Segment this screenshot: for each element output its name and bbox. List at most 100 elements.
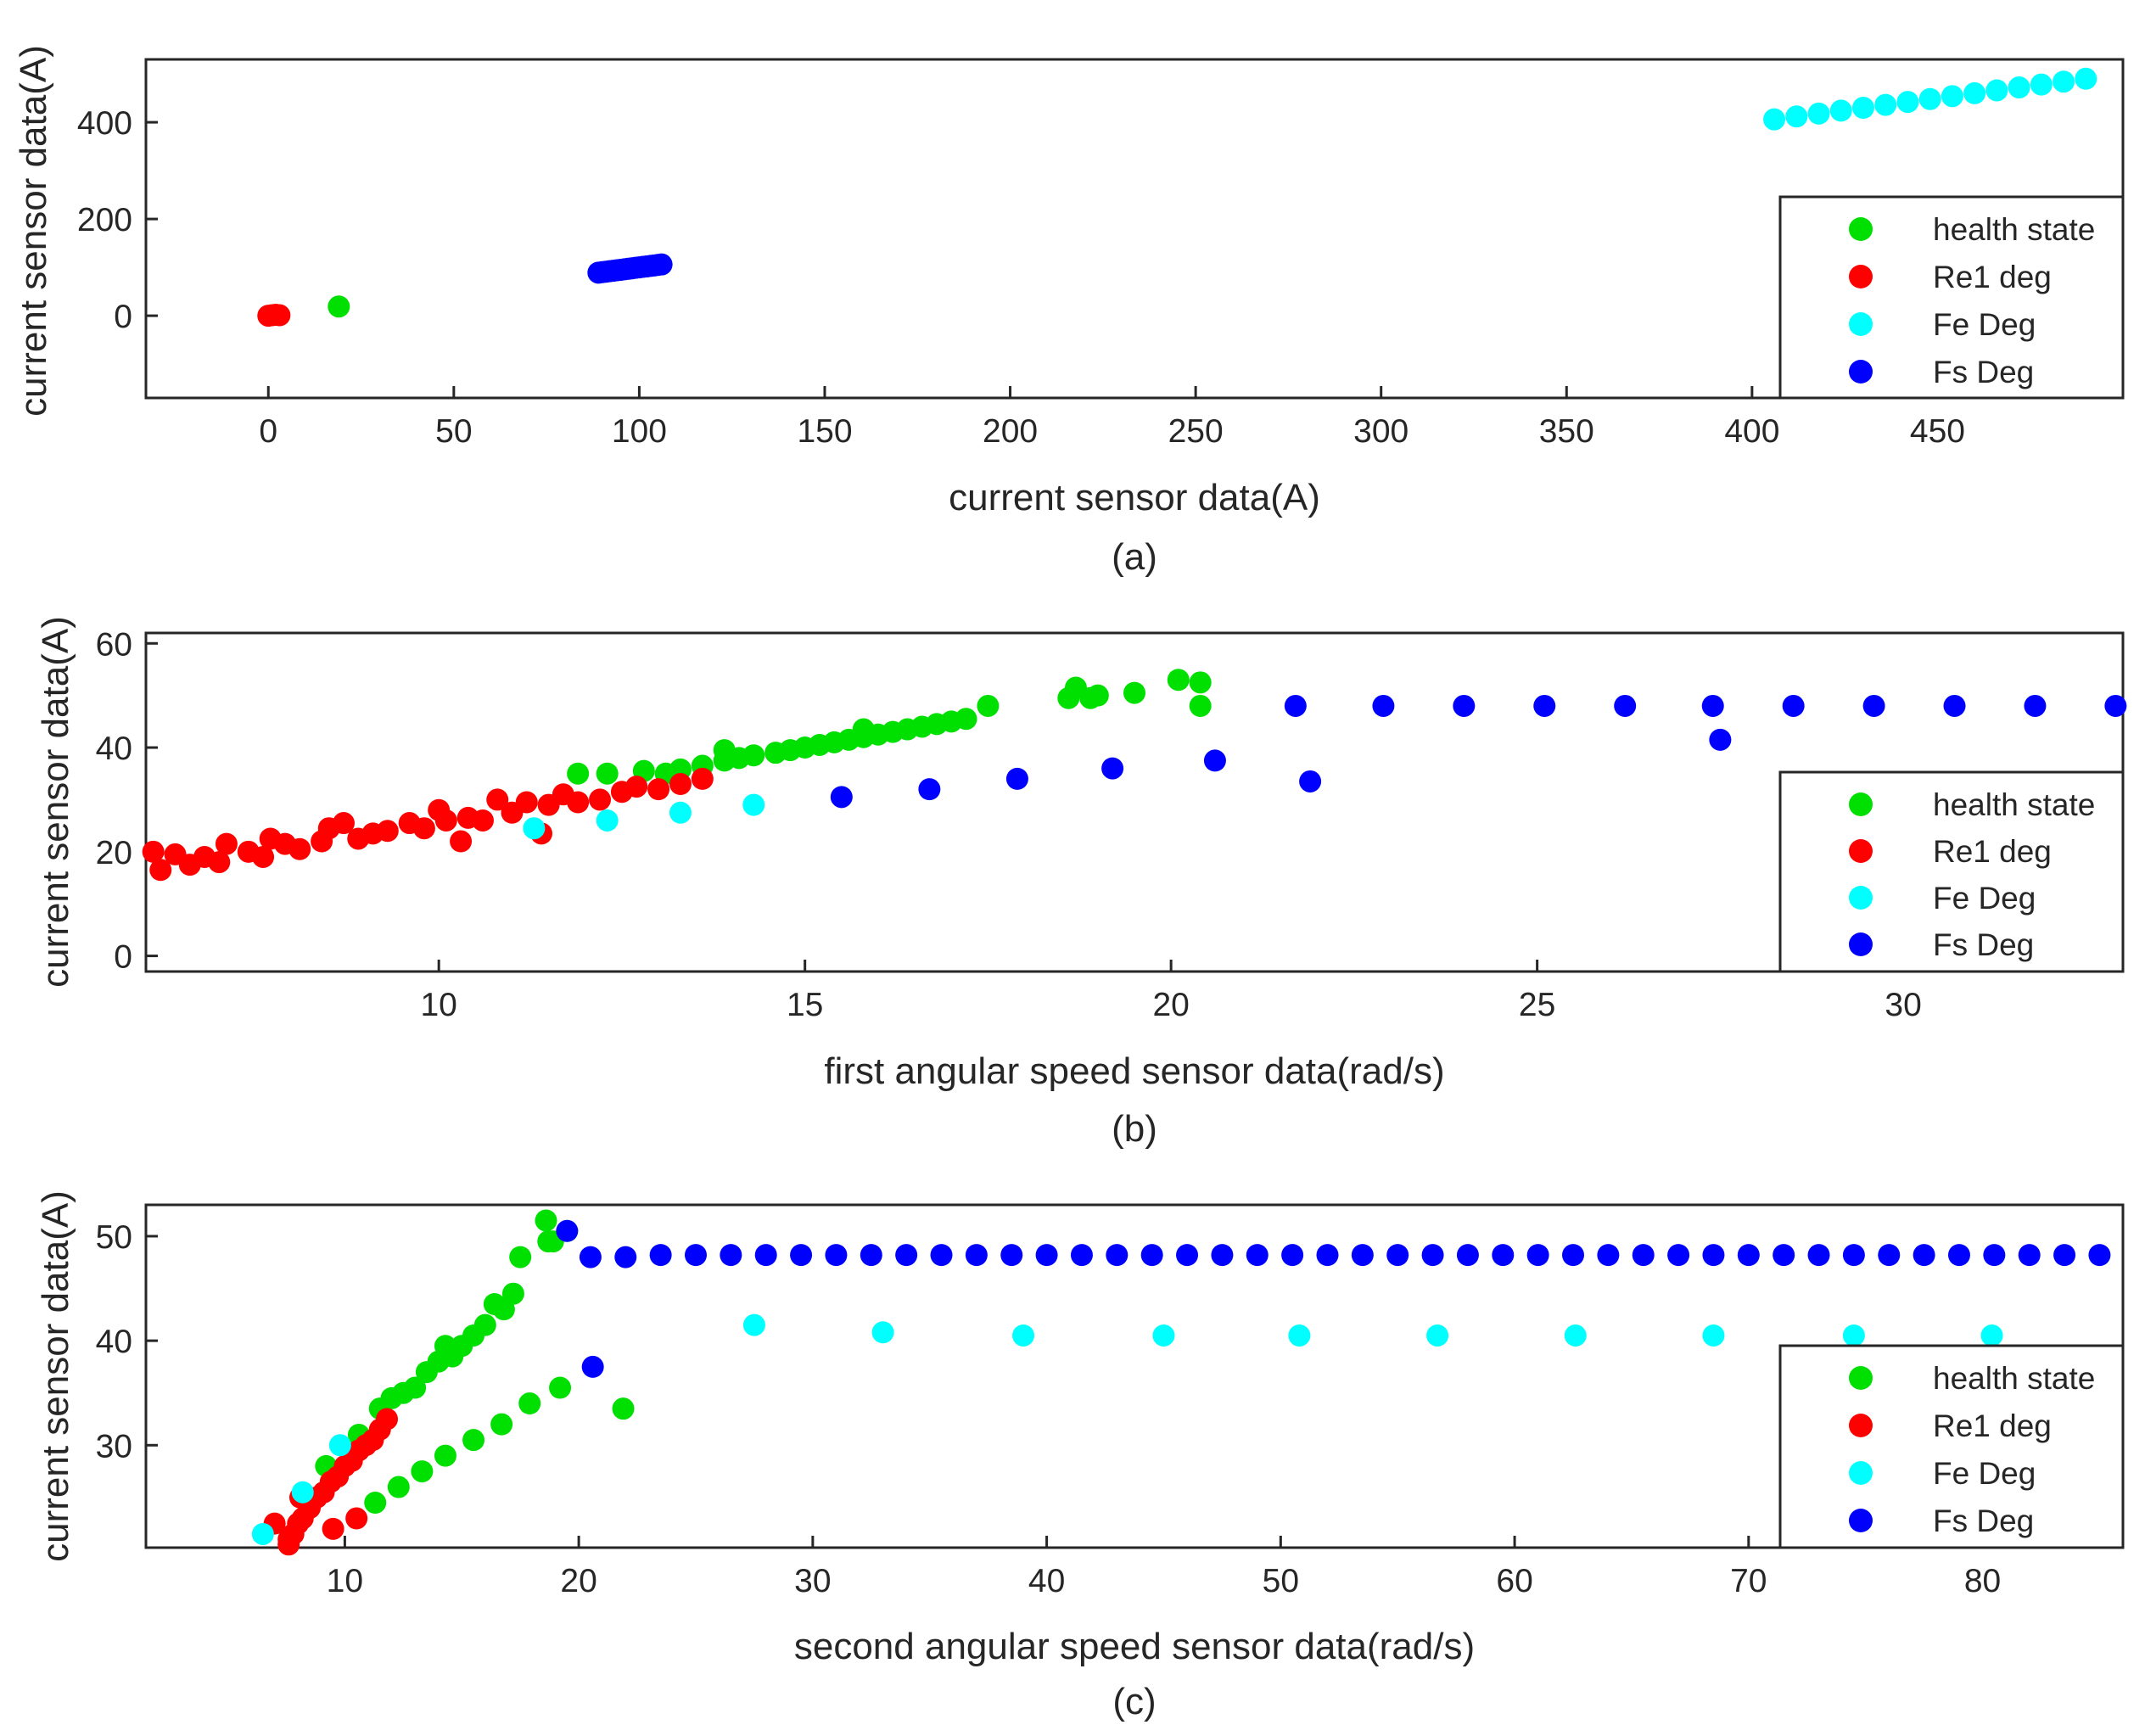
point-c-fs-1 xyxy=(581,1355,604,1378)
point-b-fs-9 xyxy=(1453,694,1476,717)
caption-a: (a) xyxy=(1112,536,1157,578)
point-b-fs-0 xyxy=(830,786,853,809)
point-c-fs-2 xyxy=(579,1246,602,1268)
point-b-fs-14 xyxy=(1862,694,1885,717)
point-c-fs-16 xyxy=(1070,1244,1093,1267)
point-b-re1-0 xyxy=(142,840,165,863)
x-tick-label-b-0: 10 xyxy=(420,987,456,1023)
y-tick-label-c-0: 30 xyxy=(96,1428,132,1464)
point-c-fe-6 xyxy=(1152,1324,1175,1347)
point-a-fe-11 xyxy=(2008,76,2030,99)
points-c xyxy=(251,1209,2111,1556)
point-c-fe-9 xyxy=(1564,1324,1587,1347)
point-c-fe-0 xyxy=(251,1522,274,1545)
caption-c: (c) xyxy=(1112,1681,1156,1722)
y-ticks-a: 0 200 400 xyxy=(77,105,158,335)
point-c-fs-15 xyxy=(1035,1244,1058,1267)
point-c-fs-22 xyxy=(1281,1244,1304,1267)
x-tick-label-a-6: 300 xyxy=(1353,413,1409,450)
point-c-fs-9 xyxy=(825,1244,848,1267)
caption-b: (b) xyxy=(1112,1108,1157,1150)
point-c-fs-36 xyxy=(1773,1244,1795,1267)
point-c-health-21 xyxy=(364,1492,387,1515)
point-a-fe-5 xyxy=(1874,93,1897,116)
point-c-fe-12 xyxy=(1980,1324,2003,1347)
y-tick-label-b-1: 20 xyxy=(96,835,132,871)
point-c-fs-19 xyxy=(1176,1244,1199,1267)
point-c-fs-5 xyxy=(684,1244,707,1267)
x-tick-label-c-3: 40 xyxy=(1028,1563,1065,1599)
point-b-health-29 xyxy=(1167,669,1190,692)
x-tick-label-a-5: 250 xyxy=(1168,413,1224,450)
point-c-fe-4 xyxy=(871,1321,894,1344)
point-b-health-28 xyxy=(1123,681,1145,704)
legend-a-label-health: health state xyxy=(1933,212,2095,247)
point-b-re1-6 xyxy=(215,832,238,855)
y-tick-label-c-2: 50 xyxy=(96,1219,132,1256)
point-b-re1-37 xyxy=(691,767,714,790)
legend-c-marker-fe xyxy=(1849,1461,1873,1485)
x-tick-label-a-8: 400 xyxy=(1724,413,1779,450)
x-axis-label-a: current sensor data(A) xyxy=(949,477,1320,518)
point-c-fs-8 xyxy=(790,1244,813,1267)
legend-a-marker-fs xyxy=(1849,360,1873,384)
point-c-fs-33 xyxy=(1667,1244,1690,1267)
point-b-health-27 xyxy=(1086,684,1109,707)
x-axis-label-b: first angular speed sensor data(rad/s) xyxy=(824,1050,1444,1092)
x-tick-label-a-4: 200 xyxy=(983,413,1038,450)
point-c-fs-27 xyxy=(1456,1244,1479,1267)
point-b-re1-31 xyxy=(567,791,590,814)
point-c-health-23 xyxy=(411,1460,434,1483)
point-c-health-16 xyxy=(509,1246,532,1268)
point-c-fe-11 xyxy=(1842,1324,1865,1347)
y-axis-label-c: current sensor data(A) xyxy=(35,1190,76,1562)
point-b-re1-19 xyxy=(412,817,435,840)
point-b-health-33 xyxy=(852,718,875,741)
point-b-fs-16 xyxy=(2024,694,2047,717)
x-tick-label-a-0: 0 xyxy=(259,413,277,450)
point-c-health-29 xyxy=(612,1397,635,1420)
point-c-fs-3 xyxy=(614,1246,637,1268)
point-b-health-23 xyxy=(977,694,1000,717)
legend-b-marker-re1 xyxy=(1849,839,1873,863)
point-b-health-32 xyxy=(713,739,736,762)
point-b-re1-1 xyxy=(149,859,172,882)
point-c-fs-23 xyxy=(1316,1244,1339,1267)
y-tick-label-c-1: 40 xyxy=(96,1324,132,1360)
legend-c: health state Re1 deg Fe Deg Fs Deg xyxy=(1778,1344,2125,1549)
point-b-fs-12 xyxy=(1701,694,1724,717)
point-b-health-8 xyxy=(742,744,765,767)
point-c-fs-0 xyxy=(556,1219,579,1242)
x-tick-label-b-2: 20 xyxy=(1152,987,1189,1023)
point-c-fs-37 xyxy=(1807,1244,1830,1267)
point-b-re1-27 xyxy=(515,791,538,814)
point-a-fe-14 xyxy=(2075,67,2097,90)
point-b-fs-15 xyxy=(1943,694,1966,717)
point-c-fe-10 xyxy=(1702,1324,1725,1347)
x-tick-label-c-7: 80 xyxy=(1964,1563,2001,1599)
point-c-fs-4 xyxy=(649,1244,672,1267)
point-b-re1-5 xyxy=(208,851,231,874)
point-c-fs-41 xyxy=(1947,1244,1970,1267)
point-a-fe-9 xyxy=(1963,81,1986,104)
point-c-fs-13 xyxy=(965,1244,988,1267)
point-a-fs-17 xyxy=(650,253,673,276)
points-a xyxy=(257,67,2097,328)
x-axis-label-c: second angular speed sensor data(rad/s) xyxy=(794,1626,1475,1667)
point-a-fe-12 xyxy=(2030,73,2053,96)
y-ticks-c: 30 40 50 xyxy=(96,1219,158,1464)
x-tick-label-a-7: 350 xyxy=(1539,413,1594,450)
point-c-fs-31 xyxy=(1597,1244,1620,1267)
point-c-fe-5 xyxy=(1012,1324,1035,1347)
point-b-fs-3 xyxy=(1101,757,1124,780)
point-a-fe-10 xyxy=(1985,79,2008,102)
point-b-fs-17 xyxy=(2104,694,2127,717)
point-b-fs-7 xyxy=(1284,694,1307,717)
point-a-fe-4 xyxy=(1851,97,1874,119)
point-b-fs-11 xyxy=(1614,694,1637,717)
point-b-re1-32 xyxy=(589,788,612,811)
point-c-fs-44 xyxy=(2053,1244,2076,1267)
point-c-fs-29 xyxy=(1526,1244,1549,1267)
point-c-fe-1 xyxy=(291,1481,314,1504)
point-b-re1-8 xyxy=(252,845,275,868)
